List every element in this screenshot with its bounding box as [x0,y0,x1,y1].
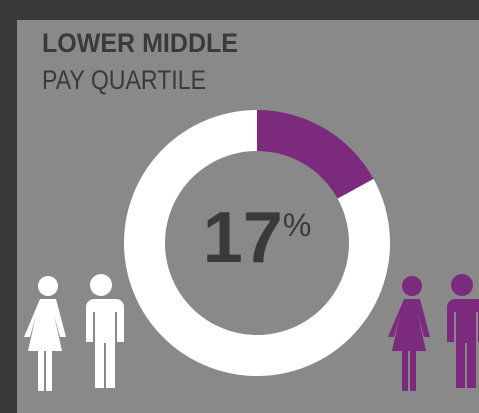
people-icon-left [24,274,124,391]
people-icon-right [388,274,479,391]
donut [124,110,391,376]
center-label: 17% [203,198,312,278]
donut-segment [257,110,374,199]
chart-title: LOWER MIDDLE [42,28,238,58]
chart-subtitle: PAY QUARTILE [42,65,206,95]
donut-segment [124,110,391,376]
